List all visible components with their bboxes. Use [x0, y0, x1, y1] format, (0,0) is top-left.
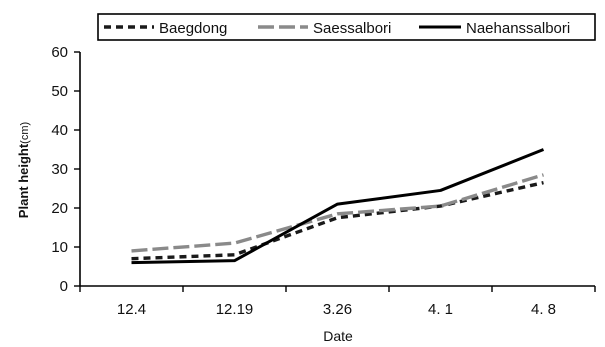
y-axis-title-unit: (cm) — [19, 122, 31, 144]
y-tick-label: 0 — [60, 278, 68, 295]
y-tick-label: 30 — [51, 161, 68, 178]
x-tick-label: 12.4 — [117, 301, 146, 318]
x-tick-label: 12.19 — [216, 301, 254, 318]
series-layer — [131, 148, 545, 265]
series-line-naehanssalbori — [131, 148, 545, 265]
y-tick-label: 10 — [51, 239, 68, 256]
y-axis-title-text: Plant height — [16, 143, 31, 218]
legend-box — [97, 13, 596, 41]
y-tick-label: 40 — [51, 122, 68, 139]
legend-label-naehanssalbori: Naehanssalbori — [466, 20, 570, 37]
legend-label-baegdong: Baegdong — [159, 20, 227, 37]
legend: Baegdong Saessalbori Naehanssalbori — [97, 13, 596, 41]
y-tick-label: 60 — [51, 44, 68, 61]
x-tick-label: 3.26 — [323, 301, 352, 318]
x-tick-label: 4. 8 — [531, 301, 556, 318]
series-line-saessalbori — [131, 173, 544, 253]
series-line-baegdong — [131, 180, 544, 261]
x-axis-title: Date — [323, 328, 353, 344]
y-tick-label: 20 — [51, 200, 68, 217]
legend-label-saessalbori: Saessalbori — [313, 20, 391, 37]
y-axis-title: Plant height(cm) — [16, 122, 31, 218]
axes: 0 10 20 30 40 50 60 12.4 12.19 3.26 4. 1 4. 8 — [51, 44, 596, 318]
x-tick-label: 4. 1 — [428, 301, 453, 318]
y-tick-label: 50 — [51, 83, 68, 100]
